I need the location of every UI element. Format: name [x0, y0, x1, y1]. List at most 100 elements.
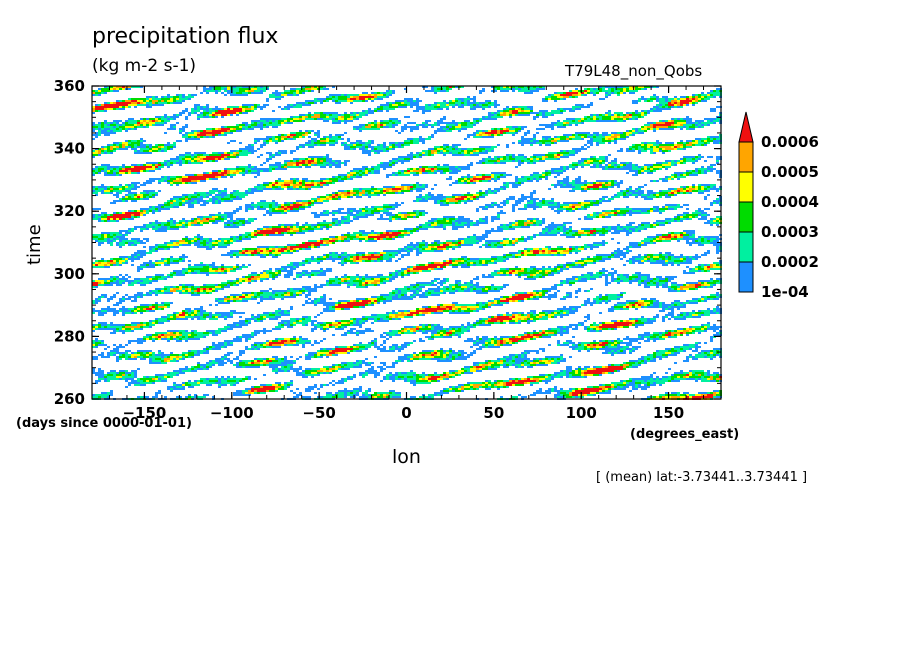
precip-cell: [701, 168, 704, 170]
precip-cell: [146, 192, 149, 194]
precip-cell: [134, 140, 137, 142]
precip-cell: [659, 122, 662, 124]
precip-cell: [698, 142, 701, 144]
precip-cell: [695, 102, 698, 104]
precip-cell: [371, 148, 374, 150]
precip-cell: [572, 180, 575, 182]
precip-cell: [524, 126, 527, 128]
precip-cell: [350, 194, 353, 196]
precip-cell: [374, 110, 377, 112]
precip-cell: [677, 160, 680, 162]
precip-cell: [557, 110, 560, 112]
precip-cell: [185, 182, 188, 184]
precip-cell: [575, 94, 578, 96]
precip-cell: [293, 150, 296, 152]
precip-cell: [590, 140, 593, 142]
precip-cell: [614, 134, 617, 136]
precip-cell: [344, 132, 347, 134]
precip-cell: [260, 90, 263, 92]
precip-cell: [581, 160, 584, 162]
precip-cell: [548, 112, 551, 114]
precip-cell: [251, 170, 254, 172]
precip-cell: [281, 168, 284, 170]
precip-cell: [701, 126, 704, 128]
precip-cell: [494, 188, 497, 190]
precip-cell: [245, 148, 248, 150]
precip-cell: [401, 128, 404, 130]
precip-cell: [557, 124, 560, 126]
precip-cell: [113, 120, 116, 122]
precip-cell: [620, 162, 623, 164]
precip-cell: [638, 186, 641, 188]
precip-cell: [683, 148, 686, 150]
precip-cell: [506, 146, 509, 148]
precip-cell: [659, 150, 662, 152]
precip-cell: [308, 180, 311, 182]
precip-cell: [656, 96, 659, 98]
precip-cell: [515, 158, 518, 160]
precip-cell: [389, 108, 392, 110]
precip-cell: [242, 168, 245, 170]
precip-cell: [542, 128, 545, 130]
precip-cell: [410, 98, 413, 100]
precip-cell: [548, 158, 551, 160]
precip-cell: [527, 112, 530, 114]
precip-cell: [221, 86, 224, 88]
precip-cell: [701, 170, 704, 172]
precip-cell: [140, 196, 143, 198]
precip-cell: [698, 186, 701, 188]
precip-cell: [257, 138, 260, 140]
precip-cell: [212, 178, 215, 180]
precip-cell: [419, 136, 422, 138]
precip-cell: [296, 134, 299, 136]
precip-cell: [104, 102, 107, 104]
precip-cell: [566, 154, 569, 156]
precip-cell: [230, 168, 233, 170]
precip-cell: [674, 194, 677, 196]
precip-cell: [656, 104, 659, 106]
precip-cell: [413, 122, 416, 124]
precip-cell: [569, 164, 572, 166]
precip-cell: [137, 100, 140, 102]
precip-cell: [536, 176, 539, 178]
precip-cell: [428, 110, 431, 112]
precip-cell: [704, 172, 707, 174]
precip-cell: [698, 122, 701, 124]
precip-cell: [677, 162, 680, 164]
precip-cell: [629, 86, 632, 88]
precip-cell: [518, 112, 521, 114]
precip-cell: [350, 118, 353, 120]
precip-cell: [155, 194, 158, 196]
precip-cell: [275, 124, 278, 126]
precip-cell: [536, 160, 539, 162]
precip-cell: [338, 138, 341, 140]
precip-cell: [539, 144, 542, 146]
precip-cell: [650, 152, 653, 154]
precip-cell: [539, 160, 542, 162]
precip-cell: [131, 86, 134, 88]
precip-cell: [170, 144, 173, 146]
precip-cell: [428, 194, 431, 196]
precip-cell: [209, 116, 212, 118]
precip-cell: [176, 184, 179, 186]
precip-cell: [470, 162, 473, 164]
precip-cell: [641, 192, 644, 194]
precip-cell: [389, 174, 392, 176]
precip-cell: [440, 196, 443, 198]
precip-cell: [548, 156, 551, 158]
precip-cell: [623, 116, 626, 118]
precip-cell: [311, 140, 314, 142]
precip-cell: [575, 132, 578, 134]
precip-cell: [218, 170, 221, 172]
precip-cell: [173, 126, 176, 128]
precip-cell: [662, 150, 665, 152]
precip-cell: [275, 94, 278, 96]
precip-cell: [146, 162, 149, 164]
precip-cell: [338, 180, 341, 182]
precip-cell: [596, 162, 599, 164]
precip-cell: [194, 154, 197, 156]
precip-cell: [557, 184, 560, 186]
precip-cell: [587, 118, 590, 120]
precip-cell: [182, 130, 185, 132]
precip-cell: [302, 184, 305, 186]
